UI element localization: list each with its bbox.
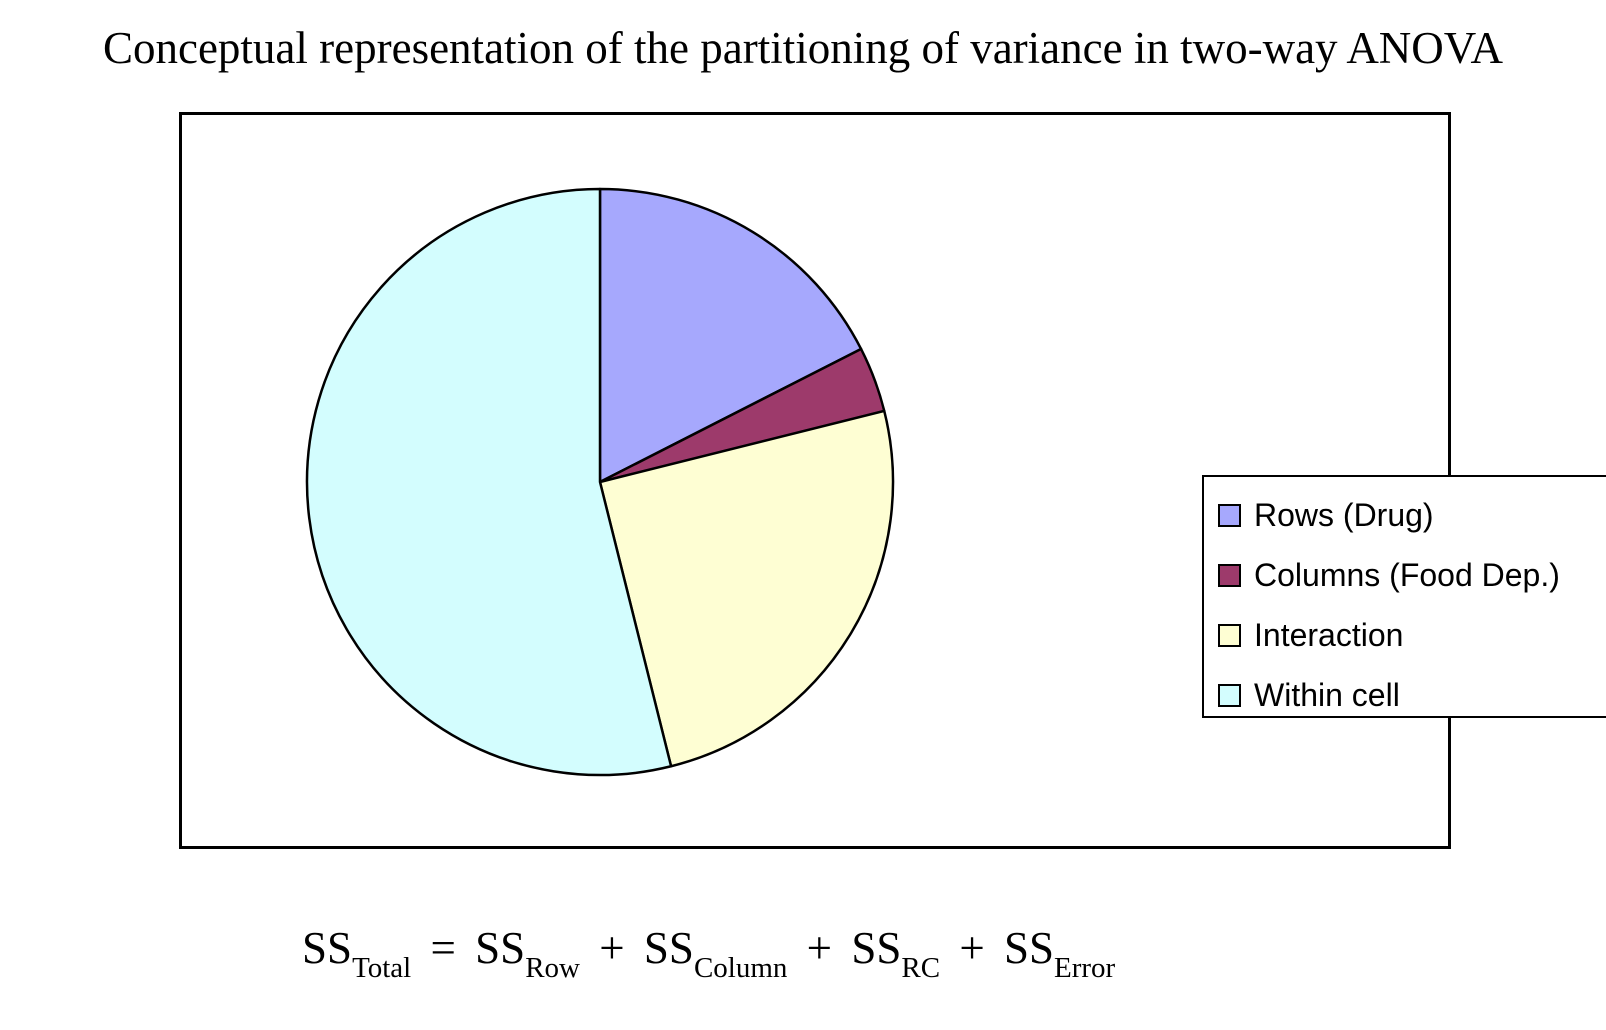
legend-item-interaction: Interaction <box>1218 615 1403 655</box>
pie-chart <box>305 187 895 777</box>
formula-ss-rc: SSRC <box>851 923 941 984</box>
formula-ss-error: SSError <box>1003 923 1116 984</box>
legend-swatch-within-cell <box>1218 683 1241 707</box>
chart-area: Rows (Drug) Columns (Food Dep.) Interact… <box>179 112 1606 849</box>
legend-swatch-columns <box>1218 563 1241 587</box>
legend: Rows (Drug) Columns (Food Dep.) Interact… <box>1202 475 1606 718</box>
formula-plus: + <box>959 923 985 973</box>
formula-ss-column: SSColumn <box>643 923 788 984</box>
formula-ss-total: SSTotal <box>302 923 412 984</box>
legend-label-columns: Columns (Food Dep.) <box>1254 556 1560 593</box>
legend-label-within-cell: Within cell <box>1254 676 1400 713</box>
legend-label-rows: Rows (Drug) <box>1254 496 1434 533</box>
pie-slice-interaction <box>598 409 895 768</box>
formula-plus: + <box>806 923 833 973</box>
legend-label-interaction: Interaction <box>1254 616 1404 653</box>
legend-item-rows: Rows (Drug) <box>1218 495 1434 535</box>
pie-slice-rows <box>598 187 863 484</box>
pie-slice-within-cell <box>305 187 673 777</box>
legend-item-within-cell: Within cell <box>1218 675 1400 715</box>
legend-swatch-interaction <box>1218 623 1241 647</box>
ss-formula: SSTotal = SSRow + SSColumn + SSRC + SSEr… <box>302 922 1116 984</box>
chart-title: Conceptual representation of the partiti… <box>102 23 1504 73</box>
formula-equals: = <box>430 923 456 973</box>
legend-item-columns: Columns (Food Dep.) <box>1218 555 1560 595</box>
formula-plus: + <box>599 923 625 973</box>
formula-ss-row: SSRow <box>475 923 580 984</box>
legend-swatch-rows <box>1218 503 1241 527</box>
